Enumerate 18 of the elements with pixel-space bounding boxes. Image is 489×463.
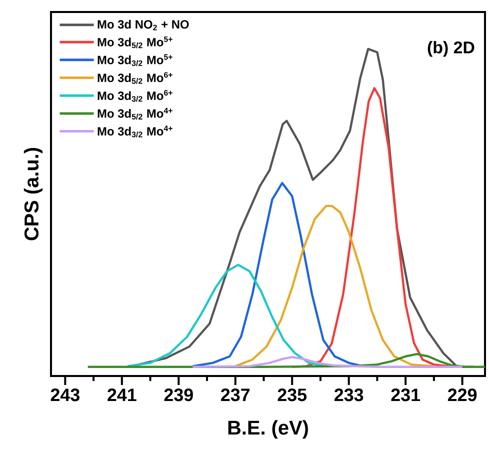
- legend-label: Mo 3d$_{3/2}$ Mo$^{4+}$: [98, 126, 172, 138]
- legend-label: Mo 3d$_{5/2}$ Mo$^{4+}$: [98, 108, 172, 120]
- x-tick-label: 235: [278, 388, 307, 402]
- x-tick-label: 241: [108, 388, 136, 402]
- annotation: (b) 2D: [428, 41, 474, 57]
- legend-label: Mo 3d$_{5/2}$ Mo$^{5+}$: [98, 36, 172, 48]
- y-axis-title: CPS (a.u.): [24, 148, 42, 240]
- x-tick-label: 237: [221, 388, 250, 402]
- legend-label: Mo 3d$_{5/2}$ Mo$^{6+}$: [98, 72, 172, 84]
- legend-label: Mo 3d NO$_{2}$ + NO: [98, 20, 189, 30]
- legend-label: Mo 3d$_{3/2}$ Mo$^{6+}$: [98, 90, 172, 102]
- x-tick-label: 231: [391, 388, 420, 402]
- x-tick-label: 243: [50, 388, 80, 402]
- x-tick-label: 233: [334, 388, 364, 402]
- x-tick-label: 239: [164, 388, 193, 402]
- x-tick-label: 229: [448, 388, 477, 402]
- legend-label: Mo 3d$_{3/2}$ Mo$^{5+}$: [98, 54, 172, 66]
- x-axis-title: B.E. (eV): [228, 420, 308, 439]
